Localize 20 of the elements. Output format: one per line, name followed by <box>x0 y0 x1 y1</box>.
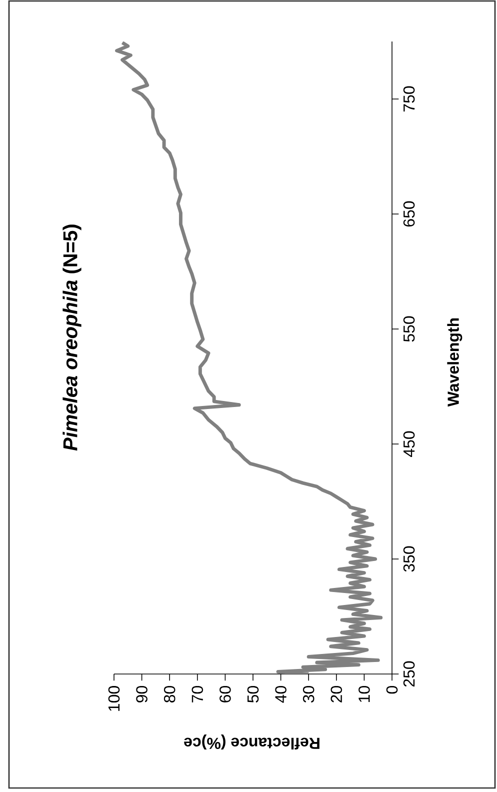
y-tick-label: 550 <box>403 316 415 342</box>
x-tick-label: 100 <box>108 686 120 711</box>
x-tick-label: 70 <box>192 686 204 702</box>
x-tick-label: 10 <box>358 686 370 702</box>
y-tick-label: 650 <box>403 201 415 227</box>
y-tick-label: 450 <box>403 431 415 457</box>
y-tick-label: 250 <box>403 661 415 687</box>
x-tick-label: 20 <box>330 686 342 702</box>
x-tick-label: 90 <box>136 686 148 702</box>
y-tick-label: 350 <box>403 546 415 572</box>
y-tick-label: 750 <box>403 86 415 112</box>
x-tick-label: 50 <box>247 686 259 703</box>
text: Pimelea oreophila (N=5) <box>62 224 82 451</box>
x-tick-label: 30 <box>302 686 314 703</box>
y-axis-title: Wavelength <box>447 318 462 407</box>
x-axis-title: Reflectance (%)ce <box>184 734 320 750</box>
x-tick-label: 60 <box>220 686 231 702</box>
x-tick-label: 0 <box>386 686 398 694</box>
x-tick-label: 80 <box>164 686 176 702</box>
x-tick-label: 40 <box>275 686 286 703</box>
